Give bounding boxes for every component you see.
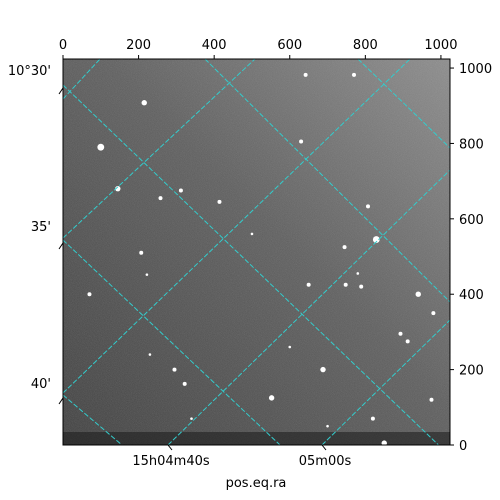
top-tick-label: 400 — [202, 38, 227, 53]
x-axis-title: pos.eq.ra — [226, 476, 287, 491]
star — [190, 417, 193, 420]
ra-tick-mark — [321, 444, 327, 451]
image-noise — [63, 59, 450, 445]
grid-line-dec-2 — [63, 84, 440, 445]
dec-tick-mark — [58, 242, 64, 250]
dec-tick-mark — [58, 87, 64, 95]
star — [115, 185, 121, 192]
top-tick-label: 200 — [126, 38, 151, 53]
grid-line-dec-1 — [204, 59, 450, 303]
star — [429, 397, 434, 402]
dec-tick-mark — [58, 397, 64, 405]
grid-line-ra-3 — [63, 59, 411, 394]
top-tick-label: 600 — [277, 38, 302, 53]
right-tick-label: 600 — [459, 213, 484, 228]
image-bottom-dark-band — [63, 432, 450, 445]
top-pixel-axis: 0 200 400 600 800 1000 — [59, 38, 457, 59]
sky-image — [62, 58, 451, 446]
top-tick-label: 800 — [353, 38, 378, 53]
coordinate-grid — [63, 59, 450, 445]
star — [303, 72, 308, 77]
star — [356, 272, 360, 275]
grid-line-dec-4 — [63, 394, 123, 445]
right-pixel-axis: 0 200 400 600 800 1000 — [450, 62, 492, 454]
grid-line-ra-2 — [63, 59, 256, 239]
dec-axis: 10°30' 35' 40' — [8, 64, 64, 405]
star — [217, 199, 222, 204]
star — [158, 196, 163, 201]
star — [372, 236, 380, 243]
star — [370, 416, 375, 421]
right-tick-label: 400 — [459, 288, 484, 303]
star — [250, 232, 254, 236]
right-tick-label: 800 — [459, 137, 484, 152]
star — [365, 204, 370, 209]
star — [352, 72, 357, 77]
right-tick-label: 0 — [459, 439, 467, 454]
grid-line-ra-1 — [63, 59, 101, 100]
star — [405, 339, 410, 344]
star — [343, 282, 348, 287]
grid-line-dec-5 — [357, 59, 450, 149]
star — [97, 143, 105, 151]
star — [182, 381, 187, 386]
star — [141, 100, 147, 106]
star — [145, 273, 149, 276]
star — [268, 395, 275, 401]
star — [342, 245, 347, 250]
plot-frame — [62, 58, 451, 446]
star — [139, 250, 144, 255]
stars-layer — [87, 72, 436, 445]
star — [359, 284, 364, 289]
star — [381, 440, 387, 445]
grid-line-ra-5 — [321, 319, 450, 445]
star — [326, 424, 329, 428]
grid-line-dec-3 — [63, 239, 281, 445]
grid-line-ra-4 — [167, 169, 450, 445]
ra-tick-mark — [167, 444, 173, 451]
star — [172, 367, 177, 372]
ra-tick-label: 05m00s — [299, 454, 352, 469]
dec-tick-label: 35' — [31, 220, 51, 235]
ra-axis: 15h04m40s 05m00s pos.eq.ra — [132, 444, 352, 491]
dec-tick-label: 10°30' — [8, 64, 51, 79]
star — [415, 291, 421, 297]
star — [306, 282, 311, 287]
right-tick-label: 1000 — [459, 62, 492, 77]
star — [320, 366, 326, 373]
star — [178, 188, 183, 193]
star — [288, 345, 292, 349]
top-tick-label: 0 — [59, 38, 67, 53]
right-tick-label: 200 — [459, 364, 484, 379]
star — [431, 311, 436, 316]
ra-tick-label: 15h04m40s — [132, 454, 210, 469]
dec-tick-label: 40' — [31, 377, 51, 392]
star — [299, 139, 304, 144]
top-tick-label: 1000 — [424, 38, 457, 53]
star — [87, 292, 92, 297]
star — [398, 331, 403, 336]
star — [148, 353, 152, 356]
